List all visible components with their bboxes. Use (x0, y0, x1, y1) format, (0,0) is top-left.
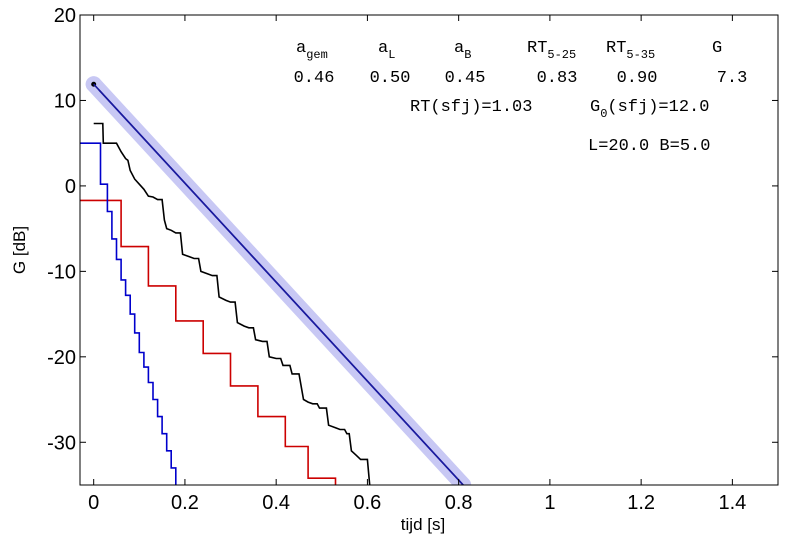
annotation-header: G (712, 39, 722, 58)
y-tick-label: -30 (47, 432, 76, 454)
y-tick-label: -20 (47, 347, 76, 369)
x-tick-label: 0.2 (171, 492, 199, 514)
annotation-value: 0.45 (445, 69, 486, 88)
y-tick-label: 0 (65, 176, 76, 198)
x-tick-label: 0.6 (354, 492, 382, 514)
x-tick-label: 1.4 (718, 492, 746, 514)
series-3-line (80, 142, 177, 485)
room-dimensions: L=20.0 B=5.0 (588, 137, 710, 156)
x-axis-label: tijd [s] (401, 515, 445, 534)
annotation-header: RT5-25 (527, 39, 576, 62)
annotation-header: RT5-35 (606, 39, 655, 62)
axis-tick-labels: 0 0.2 0.4 0.6 0.8 1 1.2 1.4 20 10 0 -10 -20 -30 (47, 5, 746, 514)
annotation-block: agem aL aB RT5-25 RT5-35 G 0.46 0.50 0.45 0.83 0.9… (294, 39, 748, 156)
y-tick-label: 10 (54, 90, 76, 112)
x-tick-label: 0 (88, 492, 99, 514)
x-tick-label: 1.2 (627, 492, 655, 514)
y-tick-label: 20 (54, 5, 76, 27)
x-tick-label: 0.4 (262, 492, 290, 514)
annotation-value: 7.3 (717, 69, 748, 88)
y-axis-label: G [dB] (10, 226, 29, 274)
annotation-header: aL (378, 39, 395, 62)
plot-frame (79, 14, 779, 486)
series-1-line (93, 122, 371, 485)
annotation-value: 0.50 (370, 69, 411, 88)
annotation-value: 0.83 (537, 69, 578, 88)
g0-sfj: G0(sfj)=12.0 (590, 98, 709, 121)
x-tick-label: 1 (544, 492, 555, 514)
x-tick-label: 0.8 (445, 492, 473, 514)
annotation-value: 0.46 (294, 69, 335, 88)
series-layer (80, 76, 472, 485)
annotation-header: agem (296, 39, 328, 62)
fit-line (93, 83, 464, 485)
rt-sfj: RT(sfj)=1.03 (410, 98, 532, 117)
annotation-value: 0.90 (617, 69, 658, 88)
axis-ticks (80, 14, 778, 485)
series-2-line (80, 199, 337, 485)
y-tick-label: -10 (47, 261, 76, 283)
annotation-header: aB (454, 39, 471, 62)
